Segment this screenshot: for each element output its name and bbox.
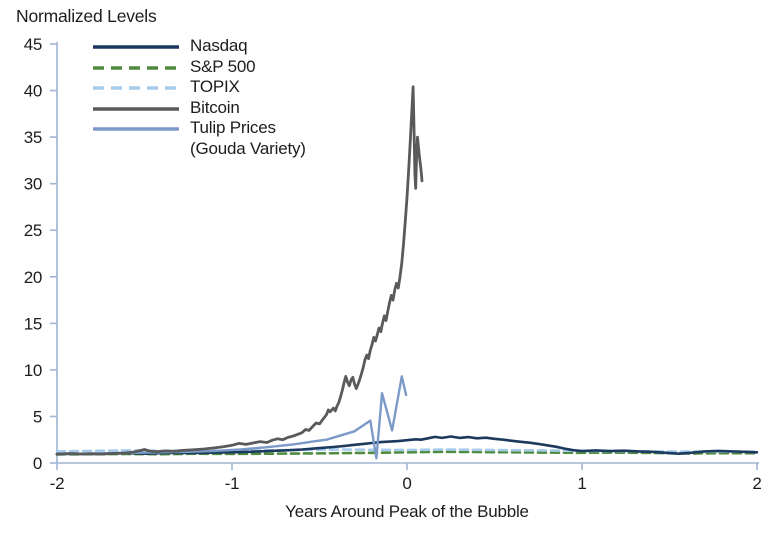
legend-label: Bitcoin (190, 97, 240, 117)
y-tick-label: 10 (24, 361, 42, 380)
legend-line-sp500 (93, 65, 179, 70)
legend-item-bitcoin: Bitcoin (92, 98, 306, 119)
series-line-nasdaq (55, 435, 759, 456)
legend: Nasdaq S&P 500 TOPIX Bitcoin Tulip Prices (Go… (92, 36, 306, 160)
legend-item-tulip: Tulip Prices (Gouda Variety) (92, 118, 306, 159)
y-tick-label: 25 (24, 221, 42, 240)
legend-label: S&P 500 (190, 56, 256, 76)
x-tick-label: 0 (402, 474, 411, 493)
legend-label: Nasdaq (190, 36, 248, 55)
x-tick-label: 1 (577, 474, 586, 493)
y-tick-label: 35 (24, 128, 42, 147)
y-tick-label: 0 (33, 454, 42, 473)
legend-line-topix (93, 86, 179, 90)
x-tick-label: -2 (50, 474, 65, 493)
legend-item-nasdaq: Nasdaq (92, 36, 306, 57)
legend-item-sp500: S&P 500 (92, 57, 306, 78)
legend-line-tulip (93, 127, 179, 132)
y-tick-label: 15 (24, 314, 42, 333)
y-tick-label: 40 (24, 82, 42, 101)
y-tick-label: 5 (33, 407, 42, 426)
x-tick-label: -1 (225, 474, 240, 493)
legend-item-topix: TOPIX (92, 77, 306, 98)
legend-line-bitcoin (93, 107, 179, 111)
x-tick-label: 2 (752, 474, 761, 493)
series-line-bitcoin (55, 85, 424, 456)
chart-title: Normalized Levels (16, 6, 157, 26)
y-tick-label: 20 (24, 268, 42, 287)
legend-line-nasdaq (93, 45, 179, 49)
y-tick-label: 45 (24, 35, 42, 54)
legend-label: Tulip Prices (Gouda Variety) (190, 118, 306, 158)
x-axis-title: Years Around Peak of the Bubble (285, 502, 529, 521)
y-tick-label: 30 (24, 175, 42, 194)
legend-label: TOPIX (190, 77, 240, 97)
